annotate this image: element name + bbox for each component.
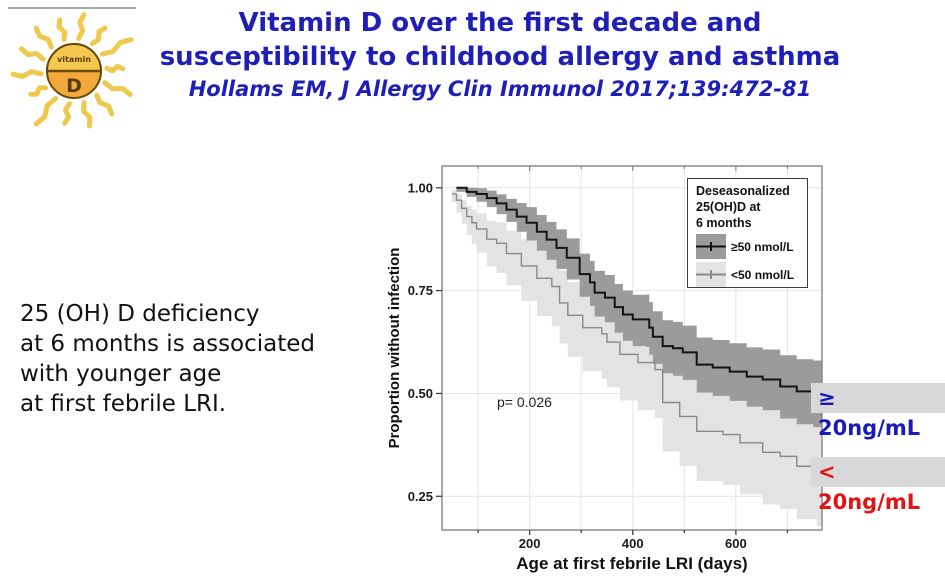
slide-title-line2: susceptibility to childhood allergy and … (159, 42, 841, 73)
slide-title-line1: Vitamin D over the first decade and (238, 8, 762, 38)
step-curve-1 (456, 186, 822, 395)
note-line: at 6 months is associated (20, 330, 316, 357)
sun-ray (62, 101, 72, 126)
top-rule (8, 7, 136, 9)
y-tick-label: 0.25 (408, 489, 433, 504)
pill-top-label: vitamin (57, 55, 91, 64)
sun-ray (94, 92, 115, 117)
legend-entry-lt50: <50 nmol/L (696, 262, 807, 288)
sun-ray (33, 25, 54, 50)
note-line: at first febrile LRI. (20, 390, 227, 417)
pill-letter-d: D (66, 75, 82, 97)
sun-ray (33, 95, 59, 127)
p-value-label: p= 0.026 (497, 394, 552, 410)
sun-ray (28, 85, 49, 97)
vitamin-pill-icon: vitamin D (45, 43, 103, 99)
legend-entry-ge50: ≥50 nmol/L (696, 234, 807, 260)
x-tick-label: 200 (519, 536, 541, 551)
sun-ray (81, 99, 93, 129)
sun-ray (18, 46, 46, 62)
sun-ray (56, 17, 68, 43)
x-tick-label: 600 (725, 536, 747, 551)
sun-ray (102, 80, 133, 98)
legend-title-line: Deseasonalized (696, 184, 790, 198)
legend-swatch-lt50-icon (696, 262, 726, 288)
x-axis-title: Age at first febrile LRI (days) (516, 554, 747, 573)
ge-20ng-annotation: ≥ 20ng/mL (811, 383, 945, 440)
legend-swatch-ge50-icon (696, 234, 726, 260)
sun-rays-icon (10, 12, 134, 129)
sun-ray (76, 12, 87, 41)
sun-ray (99, 37, 134, 57)
legend-title-line: 25(OH)D at (696, 199, 761, 214)
x-tick-label: 400 (622, 536, 644, 551)
panel-border (441, 165, 823, 531)
km-survival-chart: 200 400 600 0.25 0.50 0.75 1.00 Age at first fe… (386, 165, 823, 573)
slide-header: Vitamin D over the first decade and susc… (120, 6, 880, 101)
confidence-band-0 (451, 189, 822, 526)
sun-ray (89, 25, 108, 47)
y-axis-title: Proportion without infection (386, 248, 403, 449)
lt-20ng-annotation: < 20ng/mL (811, 457, 945, 514)
sun-ray (104, 63, 126, 74)
y-tick-label: 1.00 (408, 180, 433, 195)
note-line: with younger age (20, 360, 222, 387)
key-message-block: 25 (OH) D deficiency at 6 months is asso… (20, 300, 380, 420)
legend-label-ge50: ≥50 nmol/L (731, 239, 794, 254)
plot-region (451, 186, 822, 526)
y-tick-label: 0.50 (408, 386, 433, 401)
y-tick-label: 0.75 (408, 283, 433, 298)
survival-figure: 200 400 600 0.25 0.50 0.75 1.00 Age at first fe… (385, 150, 830, 587)
legend-title-line: 6 months (696, 215, 752, 230)
citation-text: Hollams EM, J Allergy Clin Immunol 2017;… (188, 76, 812, 101)
step-curve-0 (451, 193, 822, 474)
legend-label-lt50: <50 nmol/L (731, 267, 795, 282)
note-line: 25 (OH) D deficiency (20, 301, 260, 327)
sun-ray (10, 69, 44, 79)
chart-legend: Deseasonalized 25(OH)D at 6 months ≥50 n… (687, 178, 808, 288)
vitamin-d-sun-logo: vitamin D (10, 12, 134, 129)
